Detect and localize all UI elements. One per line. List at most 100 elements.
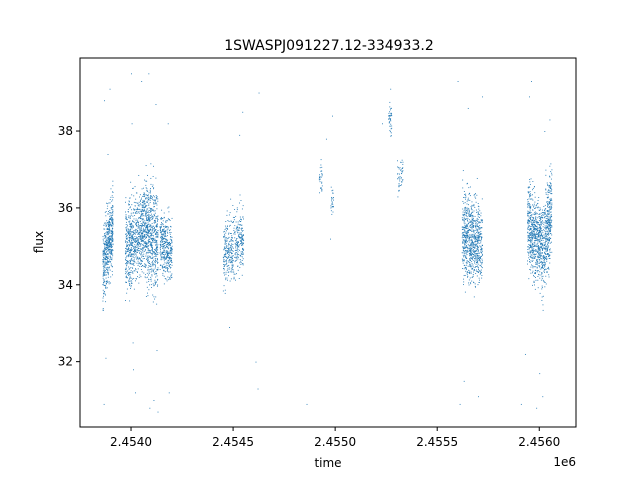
data-point	[146, 226, 148, 227]
data-point	[148, 220, 150, 222]
data-point	[130, 226, 132, 228]
data-point	[242, 244, 244, 246]
data-point	[143, 187, 144, 189]
data-point	[231, 252, 233, 254]
data-point	[141, 232, 143, 234]
data-point	[170, 267, 171, 269]
data-point	[111, 234, 113, 236]
data-point	[169, 225, 171, 227]
data-point	[147, 232, 149, 234]
data-point	[550, 171, 552, 173]
data-point	[547, 214, 549, 216]
data-point	[110, 244, 112, 246]
data-point	[236, 255, 238, 257]
data-point	[142, 210, 144, 212]
data-point	[157, 278, 159, 280]
data-point	[167, 251, 169, 253]
data-point	[545, 246, 547, 248]
data-point	[469, 255, 471, 257]
data-point	[464, 224, 466, 226]
data-point	[162, 274, 164, 276]
data-point	[470, 273, 472, 275]
data-point	[168, 252, 170, 254]
data-point	[152, 216, 154, 218]
data-point	[546, 245, 548, 247]
data-point	[132, 242, 134, 244]
data-point	[472, 217, 474, 219]
data-point	[546, 215, 548, 217]
data-point	[241, 241, 243, 243]
data-point	[129, 232, 131, 234]
data-point	[108, 244, 110, 246]
data-point	[535, 218, 537, 220]
data-point	[473, 243, 475, 245]
data-point	[125, 216, 127, 218]
data-point	[550, 230, 552, 232]
data-point	[230, 240, 232, 242]
data-point	[142, 244, 144, 246]
data-point	[136, 225, 138, 227]
data-point	[545, 228, 547, 230]
data-point	[103, 251, 105, 253]
data-point	[150, 268, 152, 270]
data-point	[145, 258, 147, 260]
data-point	[125, 233, 127, 235]
data-point	[112, 228, 114, 229]
data-point	[225, 221, 227, 222]
data-point	[466, 274, 468, 276]
data-point	[535, 277, 536, 278]
data-point	[125, 247, 127, 249]
data-point	[112, 191, 113, 193]
data-point	[228, 248, 229, 250]
data-point	[481, 237, 483, 239]
data-point	[480, 227, 482, 228]
data-point	[144, 193, 146, 195]
data-point	[137, 231, 139, 233]
data-point	[547, 237, 549, 239]
data-point	[133, 250, 135, 252]
data-point	[137, 249, 139, 251]
data-point	[231, 235, 233, 237]
data-point	[138, 248, 140, 250]
data-point	[463, 259, 465, 261]
data-point	[152, 217, 153, 219]
data-point	[472, 245, 474, 247]
data-point	[148, 255, 150, 257]
data-point	[223, 256, 225, 258]
data-point	[148, 261, 150, 262]
data-point	[105, 271, 107, 273]
data-point	[132, 238, 134, 240]
data-point	[166, 229, 168, 231]
data-point	[548, 192, 549, 193]
data-point	[468, 261, 470, 263]
data-point	[112, 219, 114, 221]
data-point	[542, 255, 544, 257]
data-point	[236, 230, 238, 232]
data-point	[171, 236, 173, 238]
data-point	[466, 232, 467, 234]
data-point	[465, 268, 467, 270]
data-point	[532, 227, 534, 229]
data-point	[155, 218, 157, 219]
data-point	[232, 216, 234, 218]
data-point	[320, 159, 322, 161]
data-point	[464, 211, 466, 213]
data-point	[105, 243, 107, 245]
data-point	[240, 243, 242, 245]
data-point	[147, 295, 149, 297]
data-point	[145, 243, 147, 245]
data-point	[223, 272, 225, 274]
data-point	[165, 235, 167, 237]
data-point	[125, 236, 127, 238]
data-point	[537, 222, 539, 224]
data-point	[156, 269, 158, 271]
data-point	[531, 252, 533, 254]
data-point	[105, 248, 107, 250]
data-point	[162, 229, 164, 231]
data-point	[550, 202, 552, 204]
data-point	[105, 254, 107, 255]
data-point	[235, 279, 236, 281]
data-point	[145, 234, 147, 236]
data-point	[153, 187, 155, 189]
data-point	[548, 220, 550, 222]
